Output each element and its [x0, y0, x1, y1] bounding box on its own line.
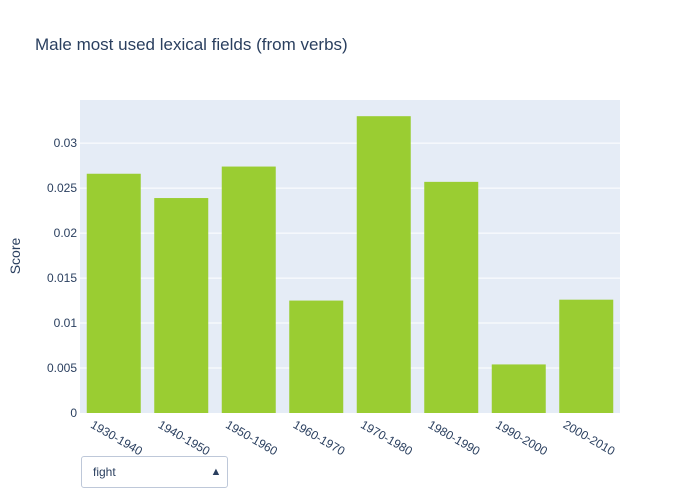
y-tick-label: 0.02	[54, 226, 78, 240]
x-tick-label: 1960-1970	[291, 417, 348, 458]
chart-title: Male most used lexical fields (from verb…	[35, 35, 348, 54]
dropdown-selected-value: fight	[93, 465, 116, 479]
bar[interactable]	[221, 166, 276, 413]
y-tick-label: 0.025	[47, 181, 77, 195]
bars-group	[86, 116, 614, 414]
y-tick-label: 0	[70, 406, 77, 420]
bar[interactable]	[289, 300, 344, 413]
bar[interactable]	[86, 173, 141, 413]
y-tick-labels: 0 0.005 0.01 0.015 0.02 0.025 0.03	[47, 136, 77, 420]
x-tick-label: 1980-1990	[426, 417, 483, 458]
y-tick-label: 0.01	[54, 316, 78, 330]
bar[interactable]	[559, 299, 614, 413]
y-tick-label: 0.005	[47, 361, 77, 375]
x-tick-label: 1970-1980	[358, 417, 415, 458]
x-tick-label: 2000-2010	[561, 417, 618, 458]
bar[interactable]	[424, 181, 479, 413]
series-dropdown[interactable]: fight ▲	[81, 456, 228, 488]
triangle-up-icon: ▲	[210, 466, 222, 478]
x-tick-label: 1940-1950	[156, 417, 213, 458]
x-tick-labels: 1930-1940 1940-1950 1950-1960 1960-1970 1970…	[88, 417, 617, 458]
y-tick-label: 0.015	[47, 271, 77, 285]
y-tick-label: 0.03	[54, 136, 78, 150]
bar[interactable]	[491, 364, 546, 413]
x-tick-label: 1930-1940	[88, 417, 145, 458]
y-axis-title: Score	[7, 238, 23, 275]
x-tick-label: 1990-2000	[493, 417, 550, 458]
bar[interactable]	[154, 198, 209, 413]
bar[interactable]	[356, 116, 411, 414]
x-tick-label: 1950-1960	[223, 417, 280, 458]
